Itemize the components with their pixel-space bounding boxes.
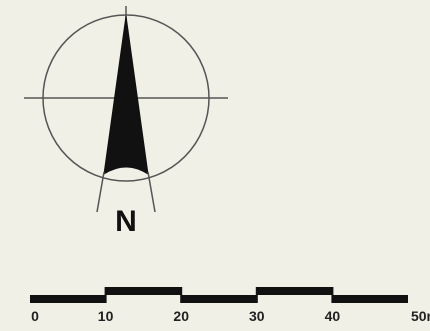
scale-bar-tick-label: 50m: [411, 308, 430, 324]
scale-bar-tick-label: 10: [98, 308, 114, 324]
scale-bar-tick: [255, 287, 258, 303]
scale-bar-icon: 0 10 20 30 40 50m: [30, 287, 430, 324]
scale-bar-tick: [180, 287, 183, 303]
scale-bar-tick-label: 20: [173, 308, 189, 324]
scale-bar-tick: [104, 287, 107, 303]
north-arrow-tail-left: [96, 171, 105, 213]
scale-bar-segment: [30, 295, 106, 303]
scale-bar-tick-label: 0: [31, 308, 39, 324]
north-arrow-icon: N: [24, 6, 228, 238]
scale-bar-segment: [332, 295, 408, 303]
scale-bar-segment: [256, 287, 333, 295]
north-label: N: [115, 205, 137, 238]
scale-bar-tick-label: 40: [325, 308, 341, 324]
north-arrow-tail-right: [147, 171, 156, 213]
scale-bar-segment: [105, 287, 182, 295]
scale-bar-tick-label: 30: [249, 308, 265, 324]
scale-bar-tick: [331, 287, 334, 303]
north-arrow-needle: [103, 15, 149, 176]
scale-bar-segment: [181, 295, 257, 303]
